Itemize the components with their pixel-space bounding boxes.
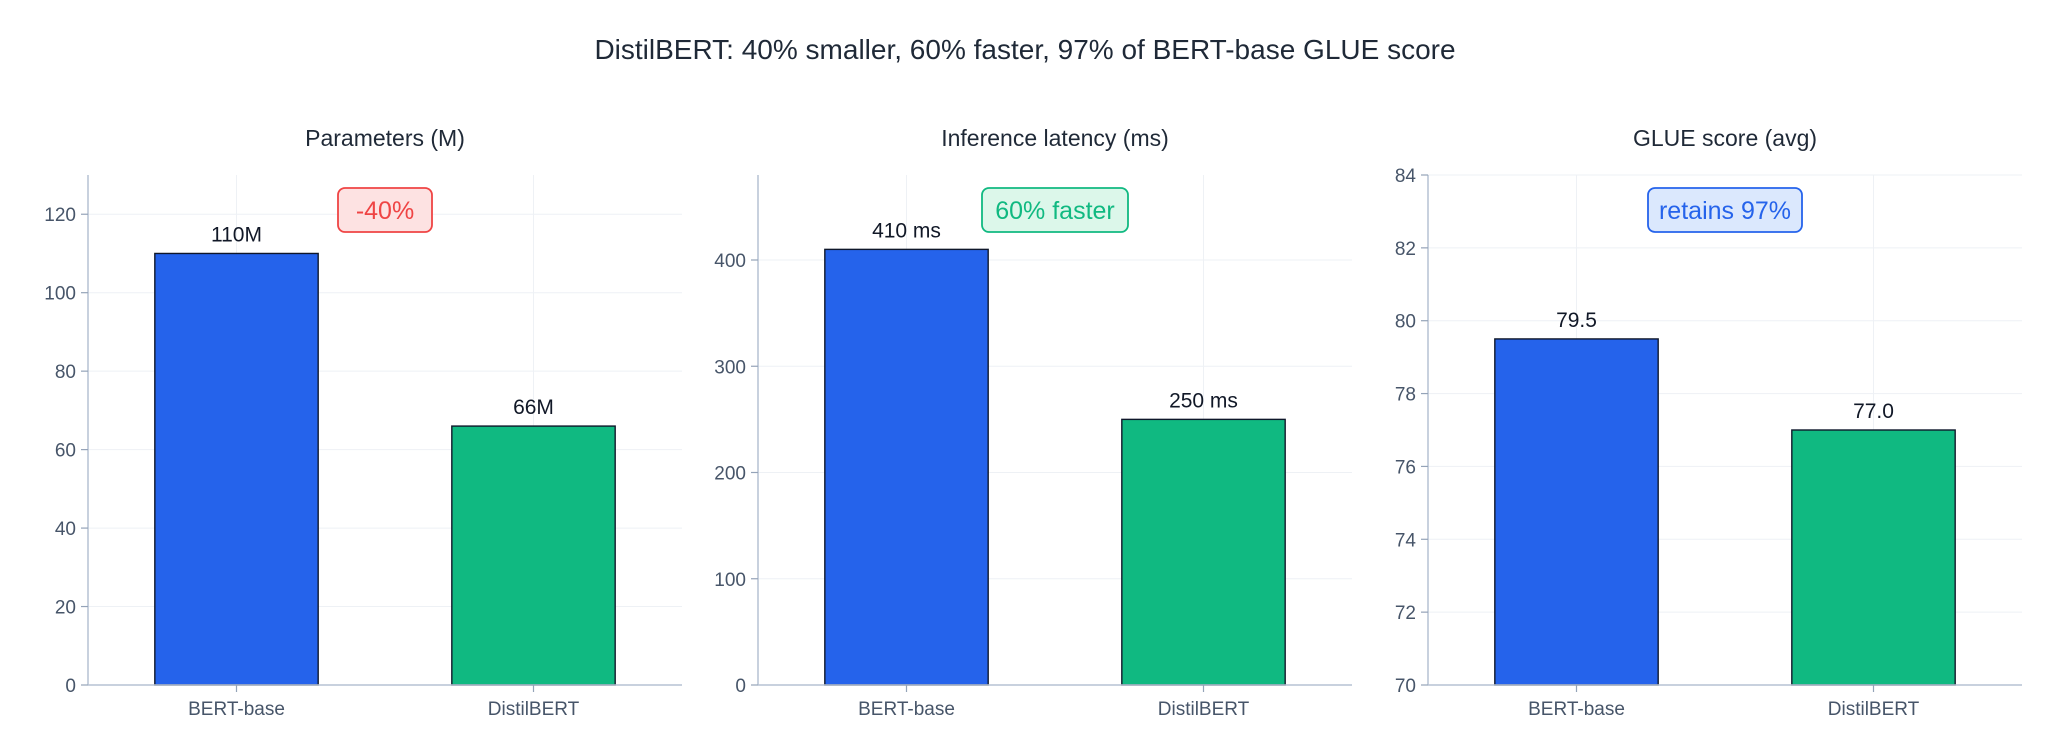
y-tick-label: 0 (65, 676, 76, 697)
y-tick-label: 100 (44, 284, 76, 305)
bar-distilbert (451, 425, 616, 686)
bar-value-label: 410 ms (872, 219, 941, 242)
bar-value-label: 110M (211, 223, 262, 246)
annotation-text: -40% (356, 197, 414, 225)
y-tick-label: 82 (1395, 239, 1416, 260)
y-tick-label: 84 (1395, 166, 1417, 187)
y-tick-label: 400 (714, 251, 746, 272)
bar-distilbert (1121, 418, 1286, 686)
chart-panel-1: Parameters (M) 110M 66M 0 20 40 60 80 100 120 BERT… (44, 125, 682, 720)
bar-bert-base (824, 248, 989, 686)
bar-bert-base (154, 252, 319, 686)
chart-panel-2: Inference latency (ms) 410 ms 250 ms 0 100 20… (714, 125, 1352, 720)
y-tick-label: 100 (714, 570, 746, 591)
bar-distilbert (1791, 429, 1956, 686)
x-tick-label: BERT-base (188, 699, 285, 720)
bar-bert-base (1494, 338, 1659, 686)
annotation-badge (337, 187, 433, 233)
x-tick-label: DistilBERT (488, 699, 580, 720)
y-tick-label: 40 (55, 519, 76, 540)
y-tick-label: 80 (55, 362, 76, 383)
annotation-badge (981, 187, 1129, 233)
panel-title: Parameters (M) (305, 125, 465, 151)
annotation-badge (1647, 187, 1803, 233)
x-tick-label: DistilBERT (1828, 699, 1920, 720)
y-tick-label: 74 (1395, 530, 1417, 551)
x-tick-label: BERT-base (1528, 699, 1625, 720)
bar-value-label: 250 ms (1169, 389, 1238, 412)
y-tick-label: 70 (1395, 676, 1416, 697)
bar-value-label: 66M (513, 396, 554, 419)
x-tick-label: DistilBERT (1158, 699, 1250, 720)
bar-value-label: 79.5 (1556, 309, 1597, 332)
y-tick-label: 72 (1395, 603, 1416, 624)
x-tick-label: BERT-base (858, 699, 955, 720)
y-tick-label: 0 (735, 676, 746, 697)
y-tick-label: 76 (1395, 457, 1416, 478)
figure-title: DistilBERT: 40% smaller, 60% faster, 97%… (594, 34, 1455, 65)
bar-value-label: 77.0 (1853, 400, 1894, 423)
chart-panels: Parameters (M) 110M 66M 0 20 40 60 80 100 120 BERT… (44, 125, 2022, 720)
chart-panel-3: GLUE score (avg) 79.5 77.0 70 72 74 76 78 80 82 84… (1395, 125, 2022, 720)
y-tick-label: 300 (714, 357, 746, 378)
y-tick-label: 60 (55, 441, 76, 462)
annotation-text: retains 97% (1659, 197, 1791, 225)
y-tick-label: 20 (55, 598, 76, 619)
panel-title: Inference latency (ms) (941, 125, 1169, 151)
y-tick-label: 78 (1395, 385, 1416, 406)
annotation-text: 60% faster (995, 197, 1115, 225)
y-tick-label: 200 (714, 464, 746, 485)
panel-title: GLUE score (avg) (1633, 125, 1817, 151)
y-tick-label: 120 (44, 205, 76, 226)
y-tick-label: 80 (1395, 312, 1416, 333)
